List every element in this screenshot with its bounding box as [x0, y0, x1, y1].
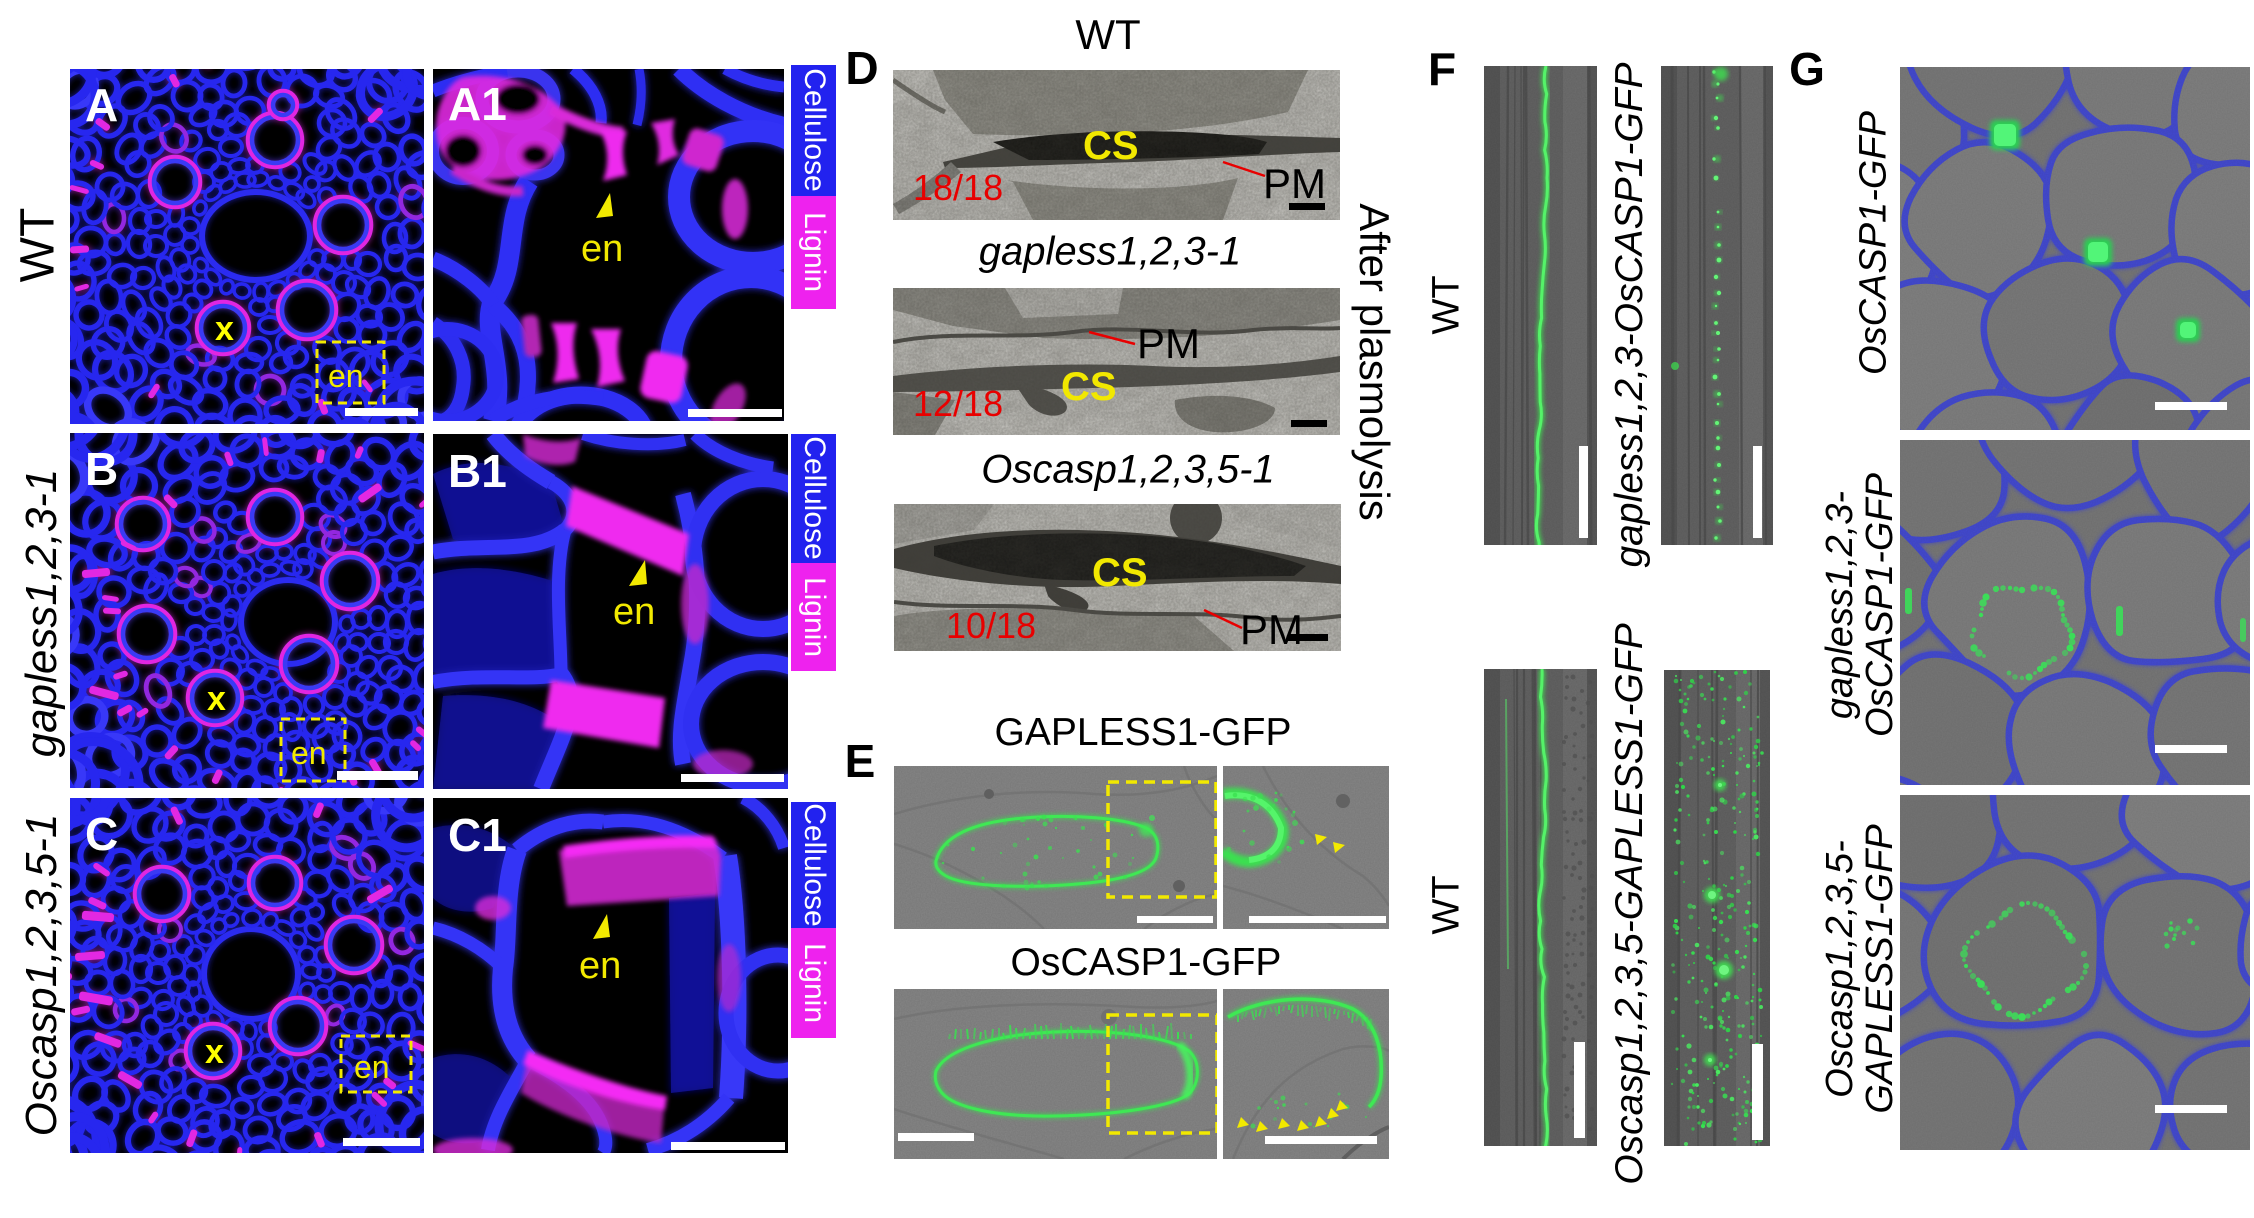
svg-text:CS: CS: [1061, 365, 1117, 409]
svg-text:x: x: [215, 310, 234, 348]
svg-text:en: en: [613, 591, 655, 633]
svg-text:C1: C1: [448, 809, 507, 861]
svg-text:CS: CS: [1092, 551, 1148, 595]
svg-text:PM: PM: [1240, 606, 1303, 651]
svg-text:PM: PM: [1137, 320, 1200, 367]
svg-text:PM: PM: [1263, 160, 1326, 207]
svg-text:CS: CS: [1083, 124, 1139, 168]
svg-text:en: en: [354, 1049, 390, 1085]
svg-text:B1: B1: [448, 445, 507, 497]
svg-text:10/18: 10/18: [946, 605, 1036, 646]
svg-text:x: x: [205, 1033, 224, 1071]
svg-text:x: x: [207, 680, 226, 718]
svg-text:12/18: 12/18: [913, 383, 1003, 424]
svg-text:en: en: [579, 945, 621, 987]
svg-text:C: C: [85, 808, 118, 860]
svg-text:A: A: [85, 79, 118, 131]
svg-text:A1: A1: [448, 78, 507, 130]
svg-text:en: en: [291, 735, 327, 771]
svg-text:B: B: [85, 443, 118, 495]
svg-text:18/18: 18/18: [913, 167, 1003, 208]
svg-text:en: en: [581, 228, 623, 270]
svg-text:en: en: [328, 358, 364, 394]
